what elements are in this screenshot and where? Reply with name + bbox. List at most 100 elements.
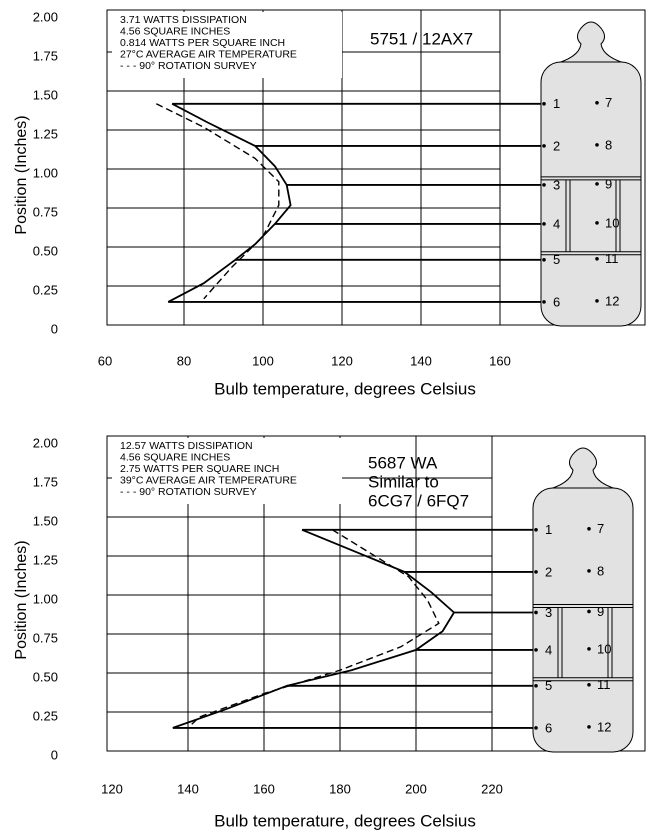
y-tick-label: 0.75 <box>33 204 58 219</box>
y-tick-label: 0.25 <box>33 708 58 723</box>
pin-dot <box>595 101 599 105</box>
y-tick-label: 0 <box>51 747 58 762</box>
pin-label: 7 <box>605 95 612 110</box>
tube-body <box>540 61 642 327</box>
pin-dot <box>542 102 546 106</box>
pin-label: 6 <box>553 294 560 309</box>
pin-label: 10 <box>597 641 611 656</box>
annotation: 2.75 WATTS PER SQUARE INCH <box>120 463 279 475</box>
pin-label: 11 <box>597 677 611 692</box>
pin-dot <box>595 257 599 261</box>
chart-title: Similar to <box>368 472 439 491</box>
pin-dot <box>587 725 591 729</box>
pin-dot <box>534 648 538 652</box>
y-tick-label: 0.75 <box>33 630 58 645</box>
annotation: 0.814 WATTS PER SQUARE INCH <box>120 37 285 49</box>
y-tick-label: 0.25 <box>33 282 58 297</box>
pin-dot <box>534 570 538 574</box>
y-tick-label: 1.75 <box>33 474 58 489</box>
annotation: 39°C AVERAGE AIR TEMPERATURE <box>120 474 297 486</box>
y-axis-label: Position (Inches) <box>13 540 30 659</box>
pin-label: 12 <box>605 293 619 308</box>
pin-dot <box>595 143 599 147</box>
pin-label: 5 <box>545 678 552 693</box>
pin-label: 3 <box>545 605 552 620</box>
pin-label: 9 <box>597 604 604 619</box>
pin-label: 6 <box>545 720 552 735</box>
x-tick-label: 220 <box>481 781 503 796</box>
pin-dot <box>542 222 546 226</box>
temperature-line <box>172 528 456 729</box>
temperature-line <box>167 103 292 303</box>
x-tick-label: 160 <box>489 353 511 368</box>
pin-dot <box>587 683 591 687</box>
pin-dot <box>587 569 591 573</box>
pin-dot <box>542 258 546 262</box>
x-tick-label: 140 <box>410 353 432 368</box>
rotation-survey-line <box>155 103 280 300</box>
pin-dot <box>587 527 591 531</box>
annotation: 12.57 WATTS DISSIPATION <box>120 440 253 452</box>
x-tick-label: 200 <box>405 781 427 796</box>
pin-dot <box>595 182 599 186</box>
pin-dot <box>595 299 599 303</box>
x-tick-label: 100 <box>252 353 274 368</box>
chart-title: 5687 WA <box>368 453 438 472</box>
y-tick-label: 0 <box>51 321 58 336</box>
rotation-survey-line <box>187 529 440 729</box>
pin-label: 5 <box>553 252 560 267</box>
x-tick-label: 140 <box>177 781 199 796</box>
pin-label: 9 <box>605 176 612 191</box>
x-tick-label: 180 <box>329 781 351 796</box>
y-tick-label: 2.00 <box>33 435 58 450</box>
annotation: - - - 90° ROTATION SURVEY <box>120 60 257 72</box>
pin-label: 10 <box>605 215 619 230</box>
x-tick-label: 60 <box>98 353 112 368</box>
annotation: 4.56 SQUARE INCHES <box>120 451 230 463</box>
pin-label: 2 <box>553 138 560 153</box>
annotation: 4.56 SQUARE INCHES <box>120 25 230 37</box>
plot-frame <box>106 435 646 752</box>
y-axis-label: Position (Inches) <box>13 115 30 234</box>
pin-dot <box>534 684 538 688</box>
pin-label: 1 <box>553 96 560 111</box>
annotation: 27°C AVERAGE AIR TEMPERATURE <box>120 48 297 60</box>
pin-dot <box>534 726 538 730</box>
chart-title: 5751 / 12AX7 <box>370 29 473 48</box>
tube-neck <box>542 447 624 492</box>
pin-label: 2 <box>545 564 552 579</box>
x-axis-label: Bulb temperature, degrees Celsius <box>214 811 476 830</box>
pin-dot <box>587 609 591 614</box>
pin-dot <box>542 144 546 148</box>
annotation-box <box>112 12 342 78</box>
y-tick-label: 1.50 <box>33 87 58 102</box>
pin-dot <box>542 183 546 187</box>
pin-dot <box>534 610 538 615</box>
pin-label: 7 <box>597 521 604 536</box>
pin-label: 11 <box>605 251 619 266</box>
y-tick-label: 2.00 <box>33 9 58 24</box>
annotation: 3.71 WATTS DISSIPATION <box>120 14 247 26</box>
pin-label: 12 <box>597 719 611 734</box>
annotation: - - - 90° ROTATION SURVEY <box>120 486 257 498</box>
x-tick-label: 120 <box>101 781 123 796</box>
x-tick-label: 160 <box>253 781 275 796</box>
y-tick-label: 0.50 <box>33 243 58 258</box>
pin-dot <box>587 647 591 651</box>
y-tick-label: 1.25 <box>33 552 58 567</box>
tube-body <box>532 487 634 753</box>
y-tick-label: 1.00 <box>33 165 58 180</box>
tube-neck <box>550 21 632 66</box>
chart-title: 6CG7 / 6FQ7 <box>368 491 469 510</box>
pin-label: 3 <box>553 177 560 192</box>
y-tick-label: 1.25 <box>33 126 58 141</box>
y-tick-label: 1.75 <box>33 48 58 63</box>
annotation-box <box>112 438 342 504</box>
x-axis-label: Bulb temperature, degrees Celsius <box>214 379 476 398</box>
pin-dot <box>595 221 599 225</box>
x-tick-label: 80 <box>177 353 191 368</box>
y-tick-label: 1.00 <box>33 591 58 606</box>
pin-label: 8 <box>597 563 604 578</box>
